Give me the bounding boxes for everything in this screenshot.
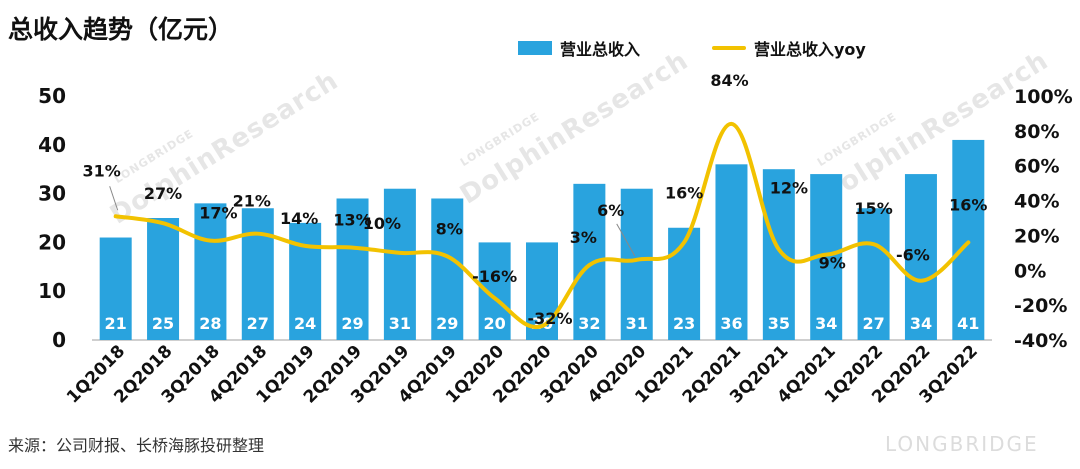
right-axis-tick-label: -40% (1014, 330, 1067, 352)
legend-label-line: 营业总收入yoy (754, 40, 866, 59)
bar-value-label: 21 (105, 314, 127, 333)
left-axis-tick-label: 40 (38, 133, 66, 157)
right-axis-tick-label: -20% (1014, 295, 1067, 317)
bar-value-label: 31 (389, 314, 411, 333)
bar (620, 188, 653, 340)
legend-item-bar: 营业总收入 (518, 36, 640, 60)
bar (715, 164, 748, 340)
legend-line-swatch (712, 46, 746, 50)
yoy-value-label: 13% (333, 211, 371, 230)
bar-value-label: 23 (673, 314, 695, 333)
bar-value-label: 36 (720, 314, 742, 333)
bar-value-label: 28 (199, 314, 221, 333)
bar (147, 218, 180, 340)
bar-value-label: 20 (483, 314, 505, 333)
bar (383, 188, 416, 340)
bar-value-label: 35 (768, 314, 790, 333)
yoy-value-label: 31% (83, 161, 121, 180)
yoy-value-label: 6% (597, 201, 624, 220)
right-axis-tick-label: 20% (1014, 225, 1059, 247)
bar-value-label: 25 (152, 314, 174, 333)
yoy-line (113, 121, 971, 330)
yoy-value-label: 10% (363, 214, 401, 233)
yoy-value-label: 84% (710, 71, 748, 90)
left-axis-tick-label: 30 (38, 182, 66, 206)
yoy-value-label: -6% (896, 246, 930, 265)
bar (241, 208, 274, 340)
yoy-value-label: 16% (949, 195, 987, 214)
bar (336, 198, 369, 340)
bar-value-label: 29 (436, 314, 458, 333)
left-axis-tick-label: 0 (52, 328, 66, 352)
source-note: 来源：公司财报、长桥海豚投研整理 (8, 436, 265, 455)
bar (99, 237, 132, 340)
yoy-value-label: 12% (770, 178, 808, 197)
bar (762, 169, 795, 340)
bar (431, 198, 464, 340)
yoy-value-label: 3% (570, 228, 597, 247)
yoy-value-label: 21% (233, 192, 271, 211)
legend-bar-swatch (518, 41, 552, 55)
bar-value-label: 41 (957, 314, 979, 333)
yoy-value-label: 8% (436, 219, 463, 238)
left-axis-tick-label: 20 (38, 230, 66, 254)
bar (952, 139, 985, 340)
bar (526, 242, 558, 340)
bar (857, 208, 890, 340)
bar (904, 174, 937, 340)
right-axis-tick-label: 40% (1014, 191, 1059, 213)
bar-value-label: 34 (910, 314, 932, 333)
bar-value-label: 27 (862, 314, 884, 333)
yoy-value-label: -32% (528, 309, 573, 328)
yoy-value-label: 14% (280, 209, 318, 228)
right-axis-tick-label: 60% (1014, 156, 1059, 178)
yoy-value-label: 27% (144, 184, 182, 203)
yoy-value-label: 16% (665, 183, 703, 202)
bar (194, 203, 227, 340)
bar-value-label: 29 (341, 314, 363, 333)
bar (668, 227, 701, 340)
yoy-value-label: 17% (199, 204, 237, 223)
left-axis-tick-label: 10 (38, 279, 66, 303)
label-leader-line (109, 186, 119, 211)
yoy-value-label: 9% (819, 254, 846, 273)
left-axis-tick-label: 50 (38, 84, 66, 108)
chart-title: 总收入趋势（亿元） (8, 15, 234, 44)
legend-label-bar: 营业总收入 (560, 40, 641, 59)
right-axis-tick-label: 100% (1014, 86, 1073, 108)
bar-value-label: 31 (626, 314, 648, 333)
label-leader-line (616, 223, 636, 257)
right-axis-tick-label: 0% (1014, 260, 1046, 282)
bar-value-label: 34 (815, 314, 837, 333)
yoy-value-label: 15% (854, 199, 892, 218)
brand-watermark: LONGBRIDGE (885, 432, 1039, 456)
yoy-value-label: -16% (472, 267, 517, 286)
right-axis-tick-label: 80% (1014, 121, 1059, 143)
bar-value-label: 24 (294, 314, 316, 333)
bar-value-label: 27 (247, 314, 269, 333)
bar-value-label: 32 (578, 314, 600, 333)
legend-item-line: 营业总收入yoy (712, 36, 866, 60)
